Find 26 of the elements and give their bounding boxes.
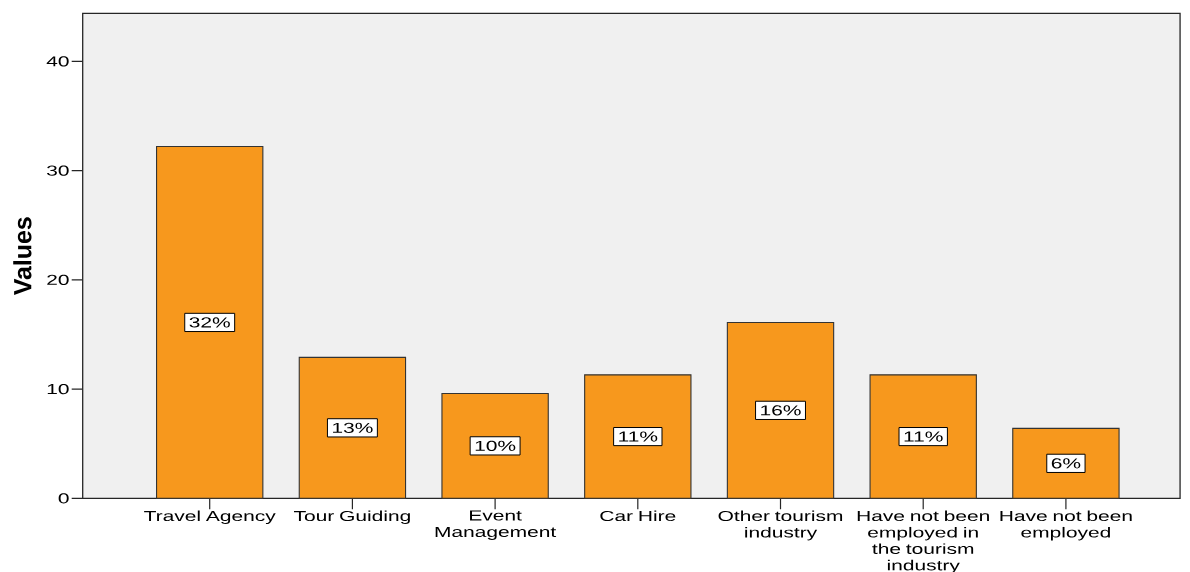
y-axis-title: Values <box>13 217 32 296</box>
x-tick-label: Have not been employed <box>1000 510 1132 541</box>
bar <box>584 374 692 499</box>
bar <box>298 356 407 499</box>
x-tick-label: Tour Guiding <box>293 510 410 524</box>
bar <box>1012 427 1120 499</box>
x-tick-label: Travel Agency <box>144 510 276 524</box>
data-label: 11% <box>904 431 943 442</box>
x-tick-label: Car Hire <box>600 510 676 522</box>
bar <box>726 321 835 499</box>
y-tick-label: 40 <box>46 56 69 67</box>
data-label: 6% <box>1051 458 1081 469</box>
y-tick-label: 0 <box>58 493 69 504</box>
x-tick-label: Event Management <box>435 510 557 540</box>
bar <box>156 146 264 499</box>
data-label: 11% <box>619 431 658 442</box>
y-tick-label: 10 <box>47 383 69 395</box>
data-label: 16% <box>761 405 801 416</box>
x-tick-label: Other tourism industry <box>718 510 843 541</box>
y-tick-label: 30 <box>47 165 69 176</box>
bar <box>869 374 977 499</box>
bar <box>441 392 549 499</box>
y-tick-label: 20 <box>47 274 69 285</box>
data-label: 32% <box>189 317 230 328</box>
data-label: 13% <box>333 422 373 433</box>
data-label: 10% <box>475 440 516 451</box>
